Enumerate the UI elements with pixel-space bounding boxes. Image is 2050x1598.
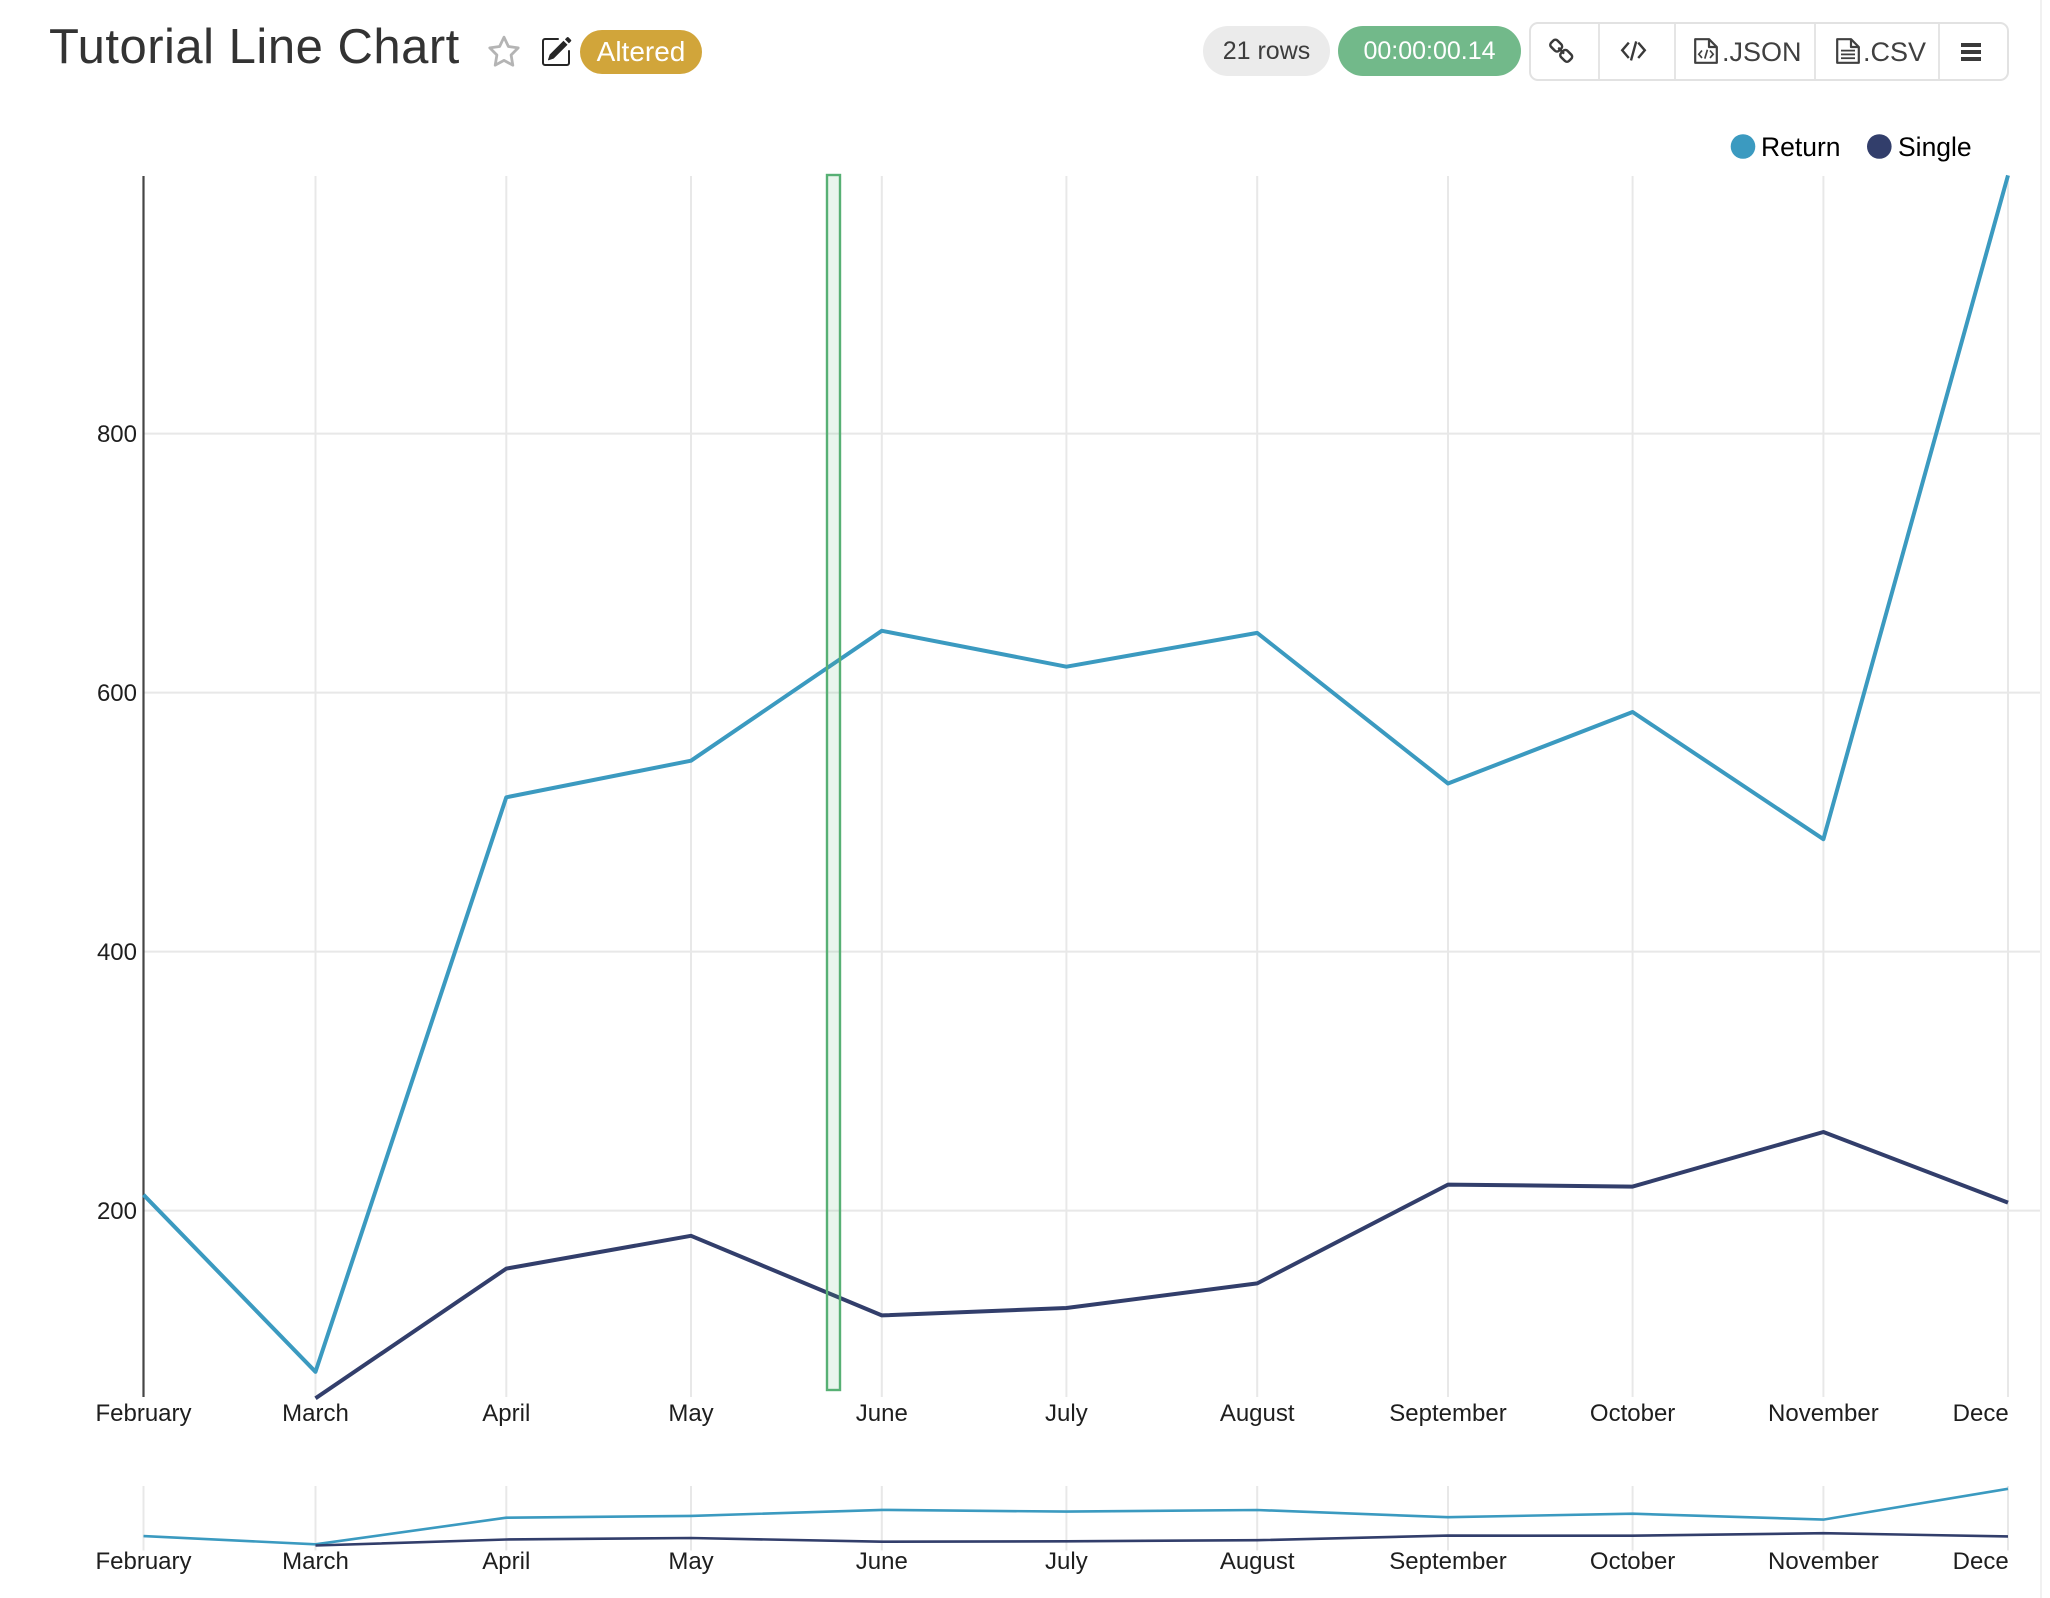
svg-text:October: October	[1590, 1400, 1675, 1427]
svg-text:400: 400	[97, 939, 137, 966]
svg-text:February: February	[95, 1548, 191, 1575]
svg-text:November: November	[1768, 1400, 1879, 1427]
svg-text:February: February	[95, 1400, 191, 1427]
svg-text:May: May	[668, 1400, 713, 1427]
svg-text:600: 600	[97, 680, 137, 707]
svg-text:December: December	[1953, 1400, 2050, 1427]
svg-text:August: August	[1220, 1548, 1295, 1575]
svg-text:April: April	[482, 1400, 530, 1427]
svg-text:March: March	[282, 1548, 349, 1575]
svg-text:August: August	[1220, 1400, 1295, 1427]
svg-text:March: March	[282, 1400, 349, 1427]
svg-text:Return: Return	[1761, 132, 1841, 162]
svg-text:June: June	[856, 1400, 908, 1427]
svg-text:September: September	[1389, 1400, 1506, 1427]
svg-text:September: September	[1389, 1548, 1506, 1575]
svg-text:200: 200	[97, 1198, 137, 1225]
svg-text:December: December	[1953, 1548, 2050, 1575]
svg-text:800: 800	[97, 421, 137, 448]
svg-text:June: June	[856, 1548, 908, 1575]
svg-text:July: July	[1045, 1548, 1088, 1575]
svg-text:July: July	[1045, 1400, 1088, 1427]
svg-text:April: April	[482, 1548, 530, 1575]
svg-text:May: May	[668, 1548, 713, 1575]
svg-text:November: November	[1768, 1548, 1879, 1575]
svg-text:October: October	[1590, 1548, 1675, 1575]
svg-text:Single: Single	[1898, 132, 1972, 162]
